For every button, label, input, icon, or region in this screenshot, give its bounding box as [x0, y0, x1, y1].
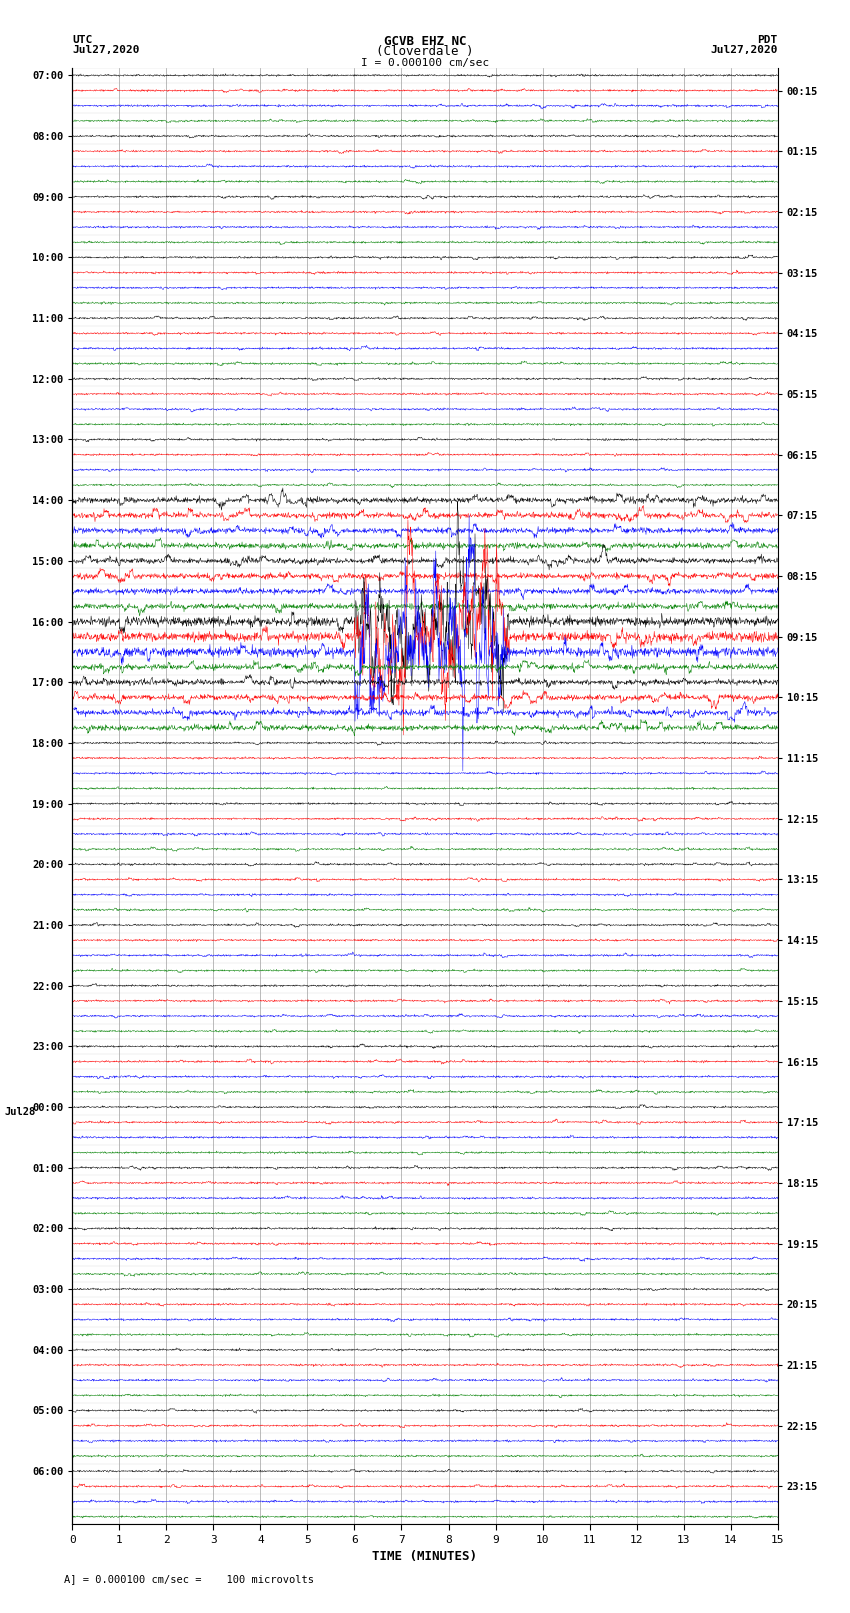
X-axis label: TIME (MINUTES): TIME (MINUTES)	[372, 1550, 478, 1563]
Text: (Cloverdale ): (Cloverdale )	[377, 45, 473, 58]
Text: UTC: UTC	[72, 35, 93, 45]
Text: GCVB EHZ NC: GCVB EHZ NC	[383, 35, 467, 48]
Text: PDT: PDT	[757, 35, 778, 45]
Text: A] = 0.000100 cm/sec =    100 microvolts: A] = 0.000100 cm/sec = 100 microvolts	[64, 1574, 314, 1584]
Text: I = 0.000100 cm/sec: I = 0.000100 cm/sec	[361, 58, 489, 68]
Text: Jul28: Jul28	[4, 1108, 36, 1118]
Text: Jul27,2020: Jul27,2020	[72, 45, 139, 55]
Text: Jul27,2020: Jul27,2020	[711, 45, 778, 55]
